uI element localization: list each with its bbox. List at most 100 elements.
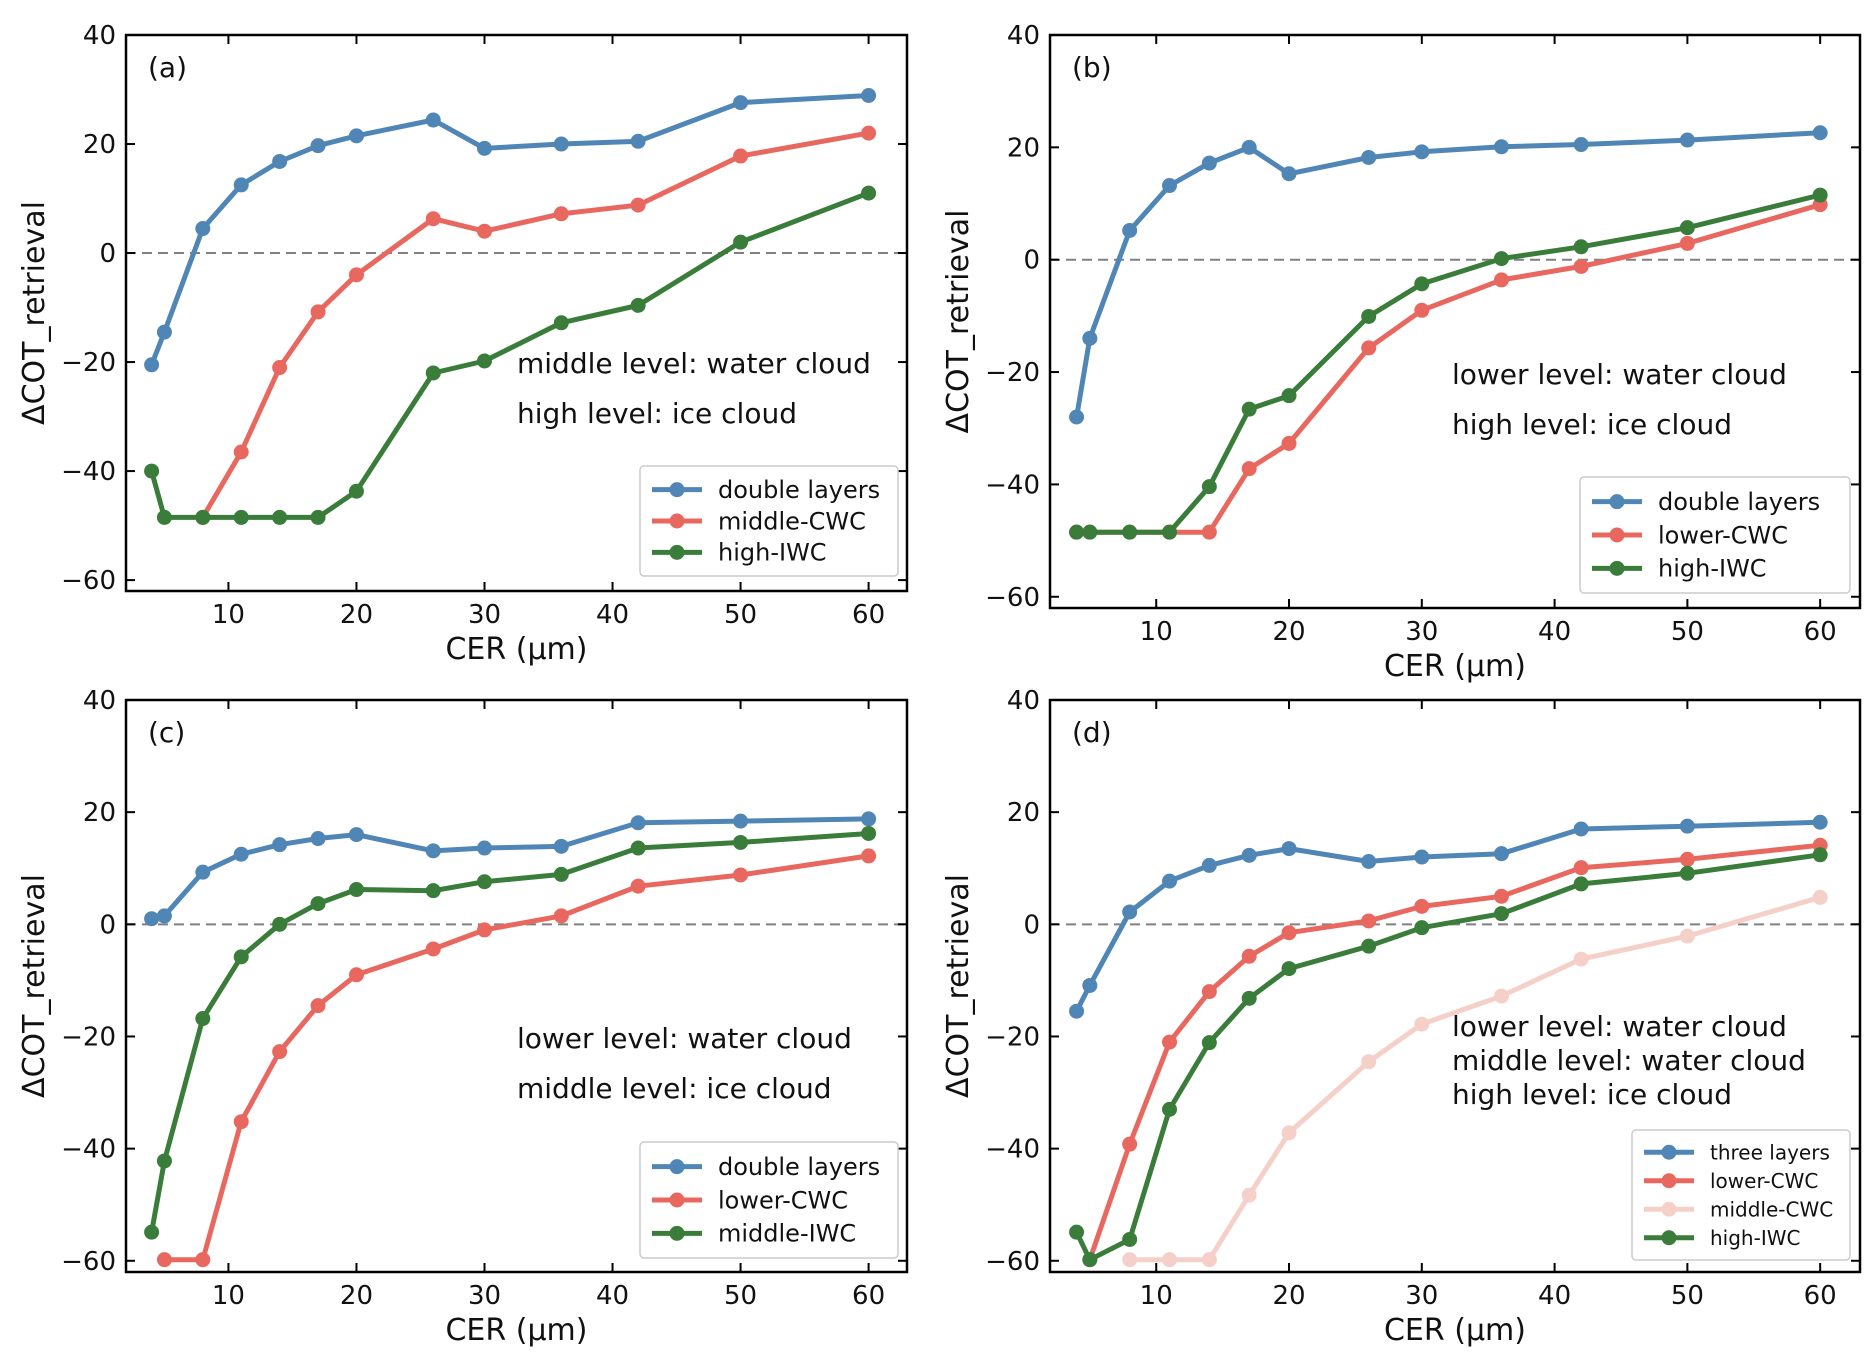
data-point [1414, 849, 1430, 865]
data-point [1201, 155, 1217, 171]
legend-marker [1609, 494, 1625, 510]
y-tick-label: 20 [83, 130, 116, 160]
chart-panel-c: 10 20 30 40 50 60 −60 −40 −20 0 20 40 (c) CER (µm) ΔCO… [17, 686, 909, 1348]
data-point [272, 360, 288, 376]
data-point [733, 813, 749, 829]
annotation-text: high level: ice cloud [517, 397, 797, 430]
series-line-three-layers [1074, 819, 1821, 1013]
legend-label: middle-CWC [1710, 1197, 1833, 1221]
legend-box [1579, 476, 1851, 594]
data-point [272, 837, 288, 853]
data-point [1162, 1252, 1178, 1268]
legend: double layers lower-CWC middle-IWC [639, 1141, 899, 1259]
data-point [348, 967, 364, 983]
data-point [630, 840, 646, 856]
data-point [1241, 948, 1257, 964]
data-point [348, 267, 364, 283]
legend-marker [669, 1225, 685, 1241]
data-point [310, 831, 326, 847]
data-point [1281, 925, 1297, 941]
y-tick-label: 0 [1023, 910, 1040, 940]
data-point [1812, 814, 1828, 830]
data-point [1241, 990, 1257, 1006]
data-point [553, 908, 569, 924]
x-tick-label: 50 [1671, 617, 1704, 647]
data-point [1201, 984, 1217, 1000]
x-tick-label: 30 [468, 600, 501, 630]
data-point [233, 846, 249, 862]
data-point [156, 908, 172, 924]
data-point [1069, 524, 1085, 540]
legend-marker [669, 513, 685, 529]
data-point [630, 815, 646, 831]
y-tick-label: 20 [1007, 133, 1040, 163]
data-point [425, 843, 441, 859]
chart-panel-a: 10 20 30 40 50 60 −60 −40 −20 0 20 40 (a) CER (µm) ΔCO… [17, 21, 909, 667]
legend-marker [669, 1192, 685, 1208]
legend: double layers lower-CWC high-IWC [1579, 476, 1851, 594]
x-tick-label: 20 [1272, 617, 1305, 647]
data-point [1812, 889, 1828, 905]
y-tick-label: −40 [985, 1135, 1040, 1165]
data-point [272, 509, 288, 525]
data-point [310, 304, 326, 320]
y-tick-label: −60 [61, 566, 116, 596]
data-point [1679, 235, 1695, 251]
data-point [144, 911, 160, 927]
y-tick-label: −40 [61, 457, 116, 487]
x-tick-label: 40 [596, 600, 629, 630]
legend-marker [1661, 1201, 1677, 1217]
data-point [1122, 1231, 1138, 1247]
data-point [233, 1114, 249, 1130]
data-point [553, 136, 569, 152]
data-point [733, 95, 749, 111]
data-point [553, 206, 569, 222]
data-point [195, 1011, 211, 1027]
data-point [1679, 928, 1695, 944]
data-point [1493, 846, 1509, 862]
data-point [348, 128, 364, 144]
data-point [233, 177, 249, 193]
y-tick-label: 40 [1007, 21, 1040, 51]
data-point [476, 140, 492, 156]
legend-marker [669, 544, 685, 560]
y-tick-label: −40 [985, 470, 1040, 500]
legend-marker [669, 482, 685, 498]
data-point [553, 866, 569, 882]
data-point [1414, 898, 1430, 914]
data-point [156, 1252, 172, 1268]
data-point [1241, 847, 1257, 863]
data-point [310, 509, 326, 525]
y-tick-label: 40 [83, 21, 116, 51]
x-axis-label: CER (µm) [1384, 649, 1526, 684]
data-point [156, 324, 172, 340]
series-line-lower-CWC [1087, 842, 1821, 1261]
y-tick-label: −60 [985, 583, 1040, 613]
data-point [1812, 125, 1828, 141]
legend-box [639, 465, 899, 577]
data-point [1082, 330, 1098, 346]
data-point [144, 1224, 160, 1240]
y-tick-label: 40 [83, 686, 116, 716]
data-point [195, 1252, 211, 1268]
legend: three layers lower-CWC middle-CWC high-IWC [1631, 1129, 1851, 1261]
data-point [1162, 1034, 1178, 1050]
data-point [156, 1153, 172, 1169]
data-point [630, 197, 646, 213]
data-point [476, 922, 492, 938]
x-tick-label: 60 [852, 600, 885, 630]
data-point [476, 840, 492, 856]
y-tick-label: −20 [985, 1022, 1040, 1052]
data-point [861, 811, 877, 827]
data-point [1573, 239, 1589, 255]
legend-label: lower-CWC [718, 1186, 848, 1214]
data-point [1361, 1054, 1377, 1070]
data-point [348, 827, 364, 843]
data-point [1281, 1125, 1297, 1141]
annotation-text: middle level: water cloud [517, 347, 871, 380]
x-tick-label: 60 [852, 1281, 885, 1311]
data-point [1122, 524, 1138, 540]
data-point [310, 998, 326, 1014]
data-point [1082, 977, 1098, 993]
